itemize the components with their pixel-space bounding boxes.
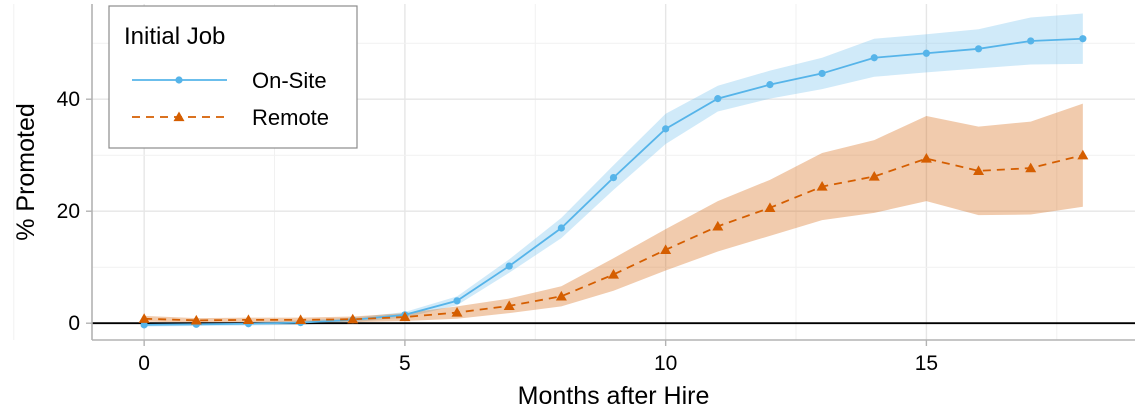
x-tick-label: 15	[915, 352, 938, 375]
data-point-on-site	[1027, 37, 1035, 45]
y-axis-label: % Promoted	[12, 103, 40, 241]
data-point-remote	[1025, 162, 1037, 173]
data-point-remote	[764, 202, 776, 212]
data-point-remote	[138, 313, 150, 323]
data-point-remote	[712, 220, 724, 231]
legend-box	[108, 5, 358, 149]
data-point-remote	[868, 170, 880, 181]
data-point-remote	[503, 300, 515, 310]
legend-label-on-site: On-Site	[252, 68, 327, 93]
data-point-on-site	[453, 297, 461, 305]
legend: Initial Job On-Site Remote	[108, 5, 358, 149]
confidence-band-remote	[144, 103, 1083, 323]
y-tick-label: 40	[57, 88, 80, 111]
data-point-remote	[920, 153, 932, 163]
series-markers	[138, 35, 1089, 329]
data-point-on-site	[870, 54, 878, 62]
legend-marker-on-site	[175, 76, 183, 84]
data-point-on-site	[505, 262, 513, 270]
axes: 0 5 10 15 0 20 40	[57, 4, 1135, 375]
x-tick-label: 0	[138, 352, 150, 375]
confidence-band-on-site	[144, 13, 1083, 327]
legend-label-remote: Remote	[252, 105, 329, 130]
data-point-remote	[399, 311, 411, 322]
y-tick-label: 20	[57, 200, 80, 223]
data-point-on-site	[922, 49, 931, 57]
data-point-remote	[660, 244, 672, 254]
data-point-remote	[242, 314, 254, 324]
data-point-on-site	[140, 321, 148, 329]
x-axis-label: Months after Hire	[518, 382, 710, 410]
data-point-on-site	[766, 81, 774, 89]
x-tick-label: 10	[654, 352, 677, 375]
y-tick-label: 0	[68, 312, 80, 335]
data-point-remote	[451, 307, 463, 317]
data-point-remote	[190, 314, 202, 325]
x-tick-label: 5	[399, 352, 411, 375]
data-point-on-site	[609, 174, 618, 182]
data-point-remote	[608, 268, 619, 279]
confidence-bands	[144, 13, 1083, 327]
data-point-on-site	[1079, 35, 1087, 43]
data-point-on-site	[974, 45, 983, 53]
data-point-remote	[295, 314, 307, 324]
legend-title: Initial Job	[124, 23, 225, 50]
data-point-remote	[816, 181, 828, 191]
data-point-on-site	[662, 125, 670, 133]
data-point-remote	[1077, 149, 1089, 160]
legend-marker-remote	[173, 111, 185, 122]
data-point-remote	[555, 290, 567, 301]
data-point-on-site	[714, 95, 722, 103]
data-point-remote	[973, 165, 985, 176]
data-point-on-site	[818, 69, 826, 78]
data-point-on-site	[557, 224, 565, 232]
data-point-remote	[347, 313, 359, 324]
